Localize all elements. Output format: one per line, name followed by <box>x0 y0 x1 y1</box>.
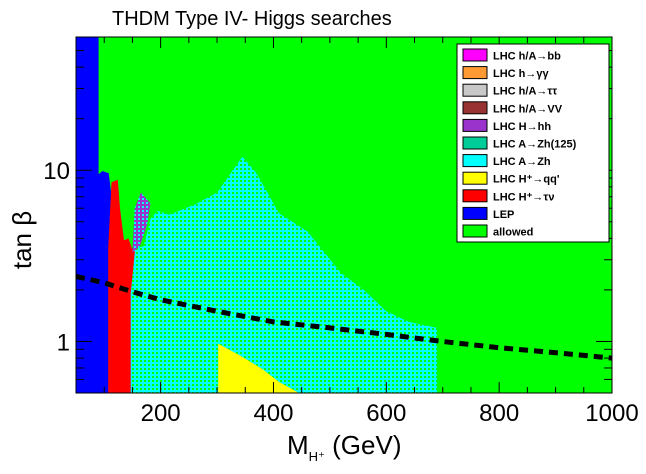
legend-swatch-lhc-h-a <box>462 83 488 97</box>
legend-swatch-lep <box>462 206 488 220</box>
x-tick-label: 1000 <box>585 400 638 427</box>
legend-label-allowed: allowed <box>493 227 533 239</box>
legend-label-lhc-h-a: LHC h/A→ττ <box>493 86 557 98</box>
legend-swatch-lhc-h-a-bb <box>462 48 488 62</box>
legend-label-lhc-h: LHC H⁺→τν <box>493 191 554 203</box>
legend-label-lhc-a-zh-125: LHC A→Zh(125) <box>493 139 577 151</box>
legend-label-lhc-h-hh: LHC H→hh <box>493 121 551 133</box>
x-tick-label: 800 <box>479 400 519 427</box>
legend-swatch-lhc-h <box>462 66 488 80</box>
legend-label-lhc-h-a-bb: LHC h/A→bb <box>493 51 561 63</box>
legend-label-lhc-a-zh: LHC A→Zh <box>493 156 551 168</box>
legend-label-lhc-h-qq: LHC H⁺→qq' <box>493 174 560 186</box>
y-tick-label: 1 <box>57 329 70 356</box>
chart-title: THDM Type IV- Higgs searches <box>112 8 392 30</box>
y-axis-label: tan β <box>7 211 37 269</box>
legend: LHC h/A→bb LHC h→γγ LHC h/A→ττ LHC h/A→VV LH… <box>456 43 610 243</box>
legend-label-lhc-h-a-vv: LHC h/A→VV <box>493 103 563 115</box>
legend-swatch-lhc-h <box>462 189 488 203</box>
x-tick-label: 400 <box>253 400 293 427</box>
legend-label-lep: LEP <box>493 209 514 221</box>
region-lhc-h-qq <box>218 343 299 393</box>
legend-swatch-lhc-a-zh <box>462 154 488 168</box>
x-tick-label: 200 <box>141 400 181 427</box>
region-lep <box>76 37 111 393</box>
legend-label-lhc-h: LHC h→γγ <box>493 68 550 80</box>
y-tick-label: 10 <box>43 158 70 185</box>
x-tick-label: 600 <box>366 400 406 427</box>
legend-swatch-lhc-h-a-vv <box>462 101 488 115</box>
x-axis-label: MH⁺ (GeV) <box>287 430 402 464</box>
legend-swatch-lhc-h-hh <box>462 118 488 132</box>
region-lhc-h-hh <box>132 192 151 253</box>
series-reference-line <box>76 273 612 361</box>
legend-swatch-lhc-a-zh-125 <box>462 136 488 150</box>
legend-swatch-lhc-h-qq <box>462 171 488 185</box>
legend-swatch-allowed <box>462 224 488 238</box>
plot-frame <box>75 36 613 394</box>
